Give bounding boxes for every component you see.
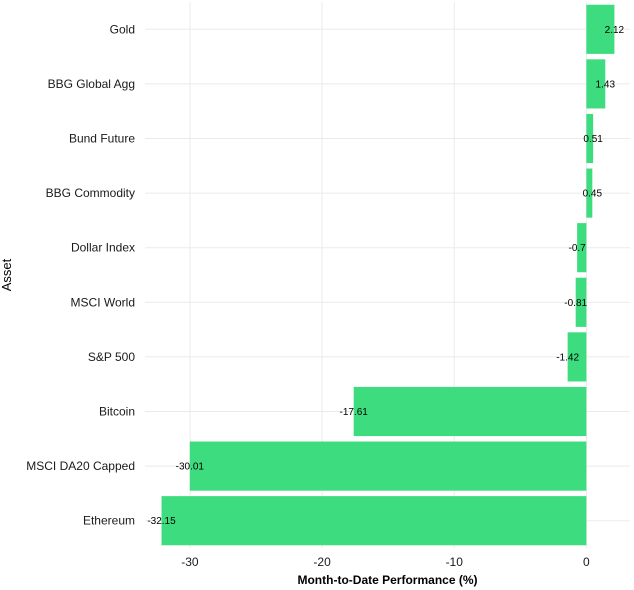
bar-value-label: 2.12 xyxy=(605,25,625,36)
bars-group xyxy=(161,4,615,546)
value-labels-group: 2.12 1.43 0.51 0.45 -0.7 -0.81 -1.42 -17.61 -30.… xyxy=(147,25,624,527)
category-label: BBG Commodity xyxy=(46,186,135,200)
bar-value-label: -0.81 xyxy=(564,298,587,309)
bar-value-label: -32.15 xyxy=(147,516,176,527)
x-axis-title: Month-to-Date Performance (%) xyxy=(297,573,477,587)
category-label: BBG Global Agg xyxy=(48,77,135,91)
x-tick-label: -20 xyxy=(313,555,331,569)
bar-value-label: 0.51 xyxy=(583,134,603,145)
bar xyxy=(189,441,587,491)
bar xyxy=(575,277,587,327)
bar-value-label: -30.01 xyxy=(176,462,205,473)
bar-value-label: -17.61 xyxy=(339,407,368,418)
bar xyxy=(161,496,587,546)
bar-value-label: 1.43 xyxy=(596,79,616,90)
category-label: Dollar Index xyxy=(71,241,135,255)
bar xyxy=(586,59,606,109)
x-tick-labels-group: -30 -20 -10 0 xyxy=(181,555,590,569)
bar xyxy=(567,332,587,382)
category-label: MSCI World xyxy=(71,295,135,309)
y-axis-title: Asset xyxy=(0,258,14,291)
bar xyxy=(586,113,594,164)
category-label: Bund Future xyxy=(69,132,135,146)
bar-value-label: 0.45 xyxy=(583,189,603,200)
bar-value-label: -1.42 xyxy=(556,352,579,363)
bar xyxy=(577,223,587,273)
category-label: Gold xyxy=(110,22,135,36)
x-tick-label: 0 xyxy=(583,555,590,569)
x-tick-label: -30 xyxy=(181,555,199,569)
x-tick-label: -10 xyxy=(446,555,464,569)
bar-value-label: -0.7 xyxy=(569,243,587,254)
bar xyxy=(353,386,587,437)
bar xyxy=(586,168,593,218)
category-label: Bitcoin xyxy=(99,405,135,419)
category-label: MSCI DA20 Capped xyxy=(26,459,135,473)
bar xyxy=(586,4,615,54)
category-label: S&P 500 xyxy=(88,350,135,364)
category-label: Ethereum xyxy=(83,514,135,528)
category-labels-group: Gold BBG Global Agg Bund Future BBG Commodi… xyxy=(26,22,135,527)
